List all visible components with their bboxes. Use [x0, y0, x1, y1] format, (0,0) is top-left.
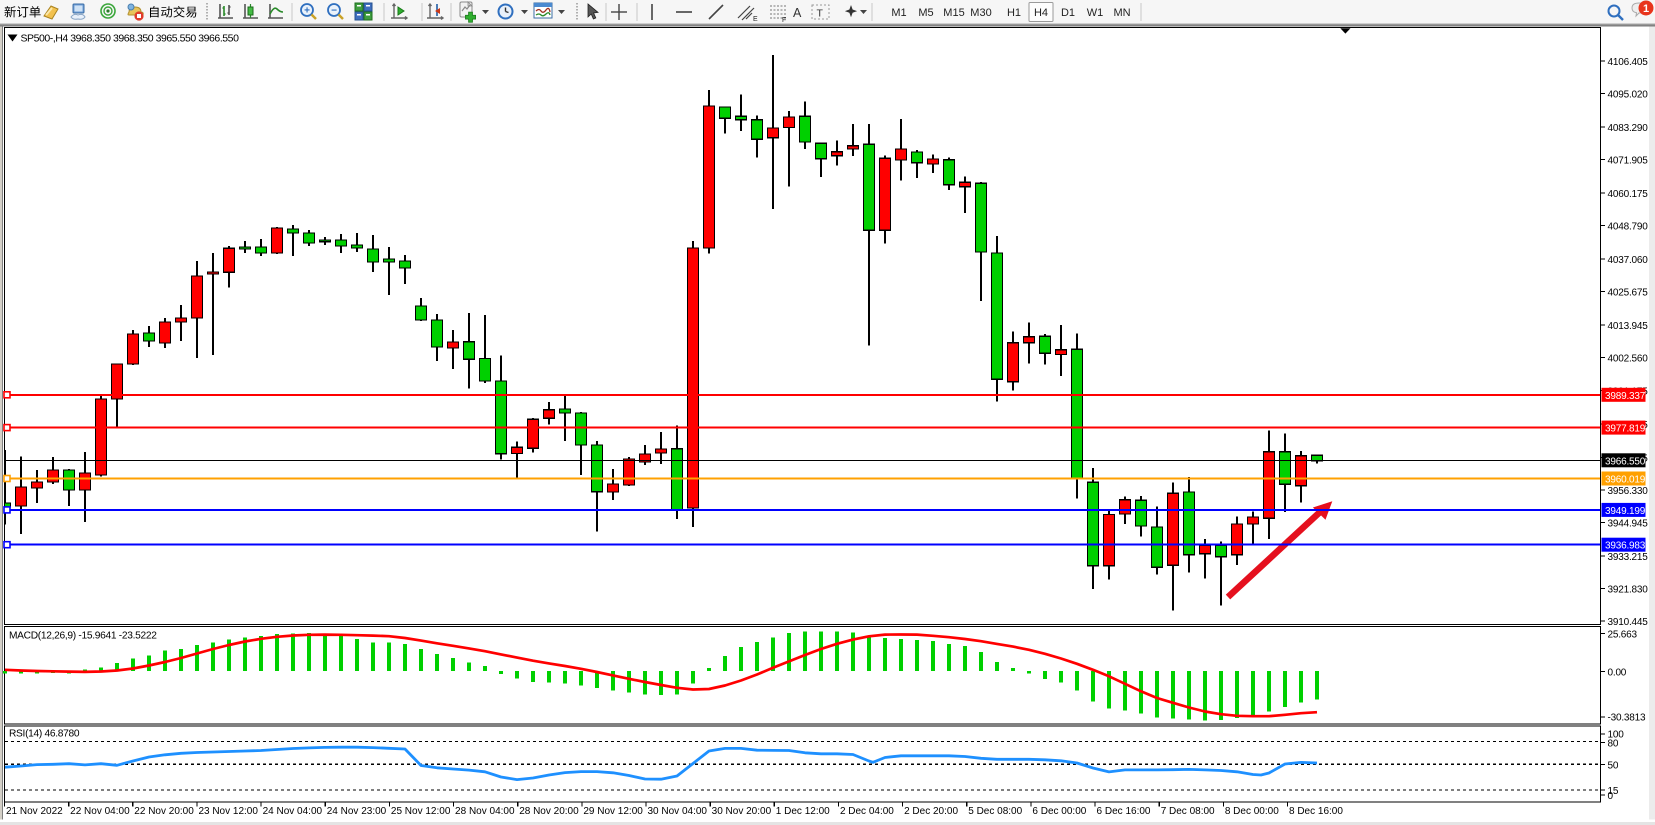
svg-text:3933.215: 3933.215	[1608, 552, 1649, 563]
svg-text:T: T	[817, 8, 824, 20]
svg-text:3949.199: 3949.199	[1605, 506, 1646, 517]
svg-text:3921.830: 3921.830	[1608, 584, 1649, 595]
svg-text:24 Nov 04:00: 24 Nov 04:00	[263, 806, 323, 817]
svg-text:22 Nov 20:00: 22 Nov 20:00	[134, 806, 194, 817]
svg-text:5 Dec 08:00: 5 Dec 08:00	[968, 806, 1022, 817]
svg-text:M1: M1	[891, 7, 906, 19]
svg-text:23 Nov 12:00: 23 Nov 12:00	[198, 806, 258, 817]
svg-text:8 Dec 00:00: 8 Dec 00:00	[1225, 806, 1279, 817]
svg-text:25 Nov 12:00: 25 Nov 12:00	[391, 806, 451, 817]
svg-text:8 Dec 16:00: 8 Dec 16:00	[1289, 806, 1343, 817]
svg-text:MACD(12,26,9) -15.9641 -23.522: MACD(12,26,9) -15.9641 -23.5222	[9, 631, 157, 642]
svg-text:RSI(14) 46.8780: RSI(14) 46.8780	[9, 729, 80, 740]
svg-text:D1: D1	[1061, 7, 1075, 19]
svg-text:F: F	[782, 17, 786, 24]
svg-text:6 Dec 16:00: 6 Dec 16:00	[1097, 806, 1151, 817]
svg-text:-30.3813: -30.3813	[1608, 713, 1647, 724]
svg-text:29 Nov 12:00: 29 Nov 12:00	[583, 806, 643, 817]
svg-text:30 Nov 20:00: 30 Nov 20:00	[712, 806, 772, 817]
svg-text:3977.819: 3977.819	[1605, 424, 1646, 435]
svg-text:3956.330: 3956.330	[1608, 486, 1649, 497]
svg-text:28 Nov 04:00: 28 Nov 04:00	[455, 806, 515, 817]
svg-text:3936.983: 3936.983	[1605, 541, 1646, 552]
svg-text:4083.290: 4083.290	[1608, 123, 1649, 134]
svg-text:3966.550: 3966.550	[1605, 456, 1646, 467]
svg-text:4060.175: 4060.175	[1608, 189, 1649, 200]
svg-text:+: +	[304, 6, 310, 17]
svg-text:28 Nov 20:00: 28 Nov 20:00	[519, 806, 579, 817]
svg-text:4106.405: 4106.405	[1608, 57, 1649, 68]
svg-text:MN: MN	[1113, 7, 1130, 19]
svg-text:25.663: 25.663	[1608, 629, 1638, 640]
svg-text:100: 100	[1608, 730, 1625, 741]
svg-text:0: 0	[1608, 791, 1614, 802]
svg-text:3944.945: 3944.945	[1608, 518, 1649, 529]
svg-text:4071.905: 4071.905	[1608, 155, 1649, 166]
svg-text:4002.560: 4002.560	[1608, 353, 1649, 364]
svg-text:E: E	[753, 16, 758, 23]
svg-text:4025.675: 4025.675	[1608, 287, 1649, 298]
svg-text:4095.020: 4095.020	[1608, 89, 1649, 100]
svg-text:22 Nov 04:00: 22 Nov 04:00	[70, 806, 130, 817]
svg-text:3960.019: 3960.019	[1605, 475, 1646, 486]
svg-text:H4: H4	[1034, 7, 1048, 19]
svg-text:4048.790: 4048.790	[1608, 221, 1649, 232]
svg-text:4013.945: 4013.945	[1608, 321, 1649, 332]
svg-text:M30: M30	[970, 7, 991, 19]
svg-text:7 Dec 08:00: 7 Dec 08:00	[1161, 806, 1215, 817]
svg-text:2 Dec 20:00: 2 Dec 20:00	[904, 806, 958, 817]
svg-text:W1: W1	[1087, 7, 1104, 19]
svg-text:M15: M15	[943, 7, 964, 19]
svg-text:24 Nov 23:00: 24 Nov 23:00	[327, 806, 387, 817]
svg-text:6 Dec 00:00: 6 Dec 00:00	[1032, 806, 1086, 817]
svg-text:SP500-,H4 3968.350 3968.350 3: SP500-,H4 3968.350 3968.350 3965.550 396…	[21, 33, 240, 45]
svg-text:3910.445: 3910.445	[1608, 617, 1649, 628]
svg-text:30 Nov 04:00: 30 Nov 04:00	[648, 806, 708, 817]
svg-text:21 Nov 2022: 21 Nov 2022	[6, 806, 63, 817]
svg-text:−: −	[331, 6, 337, 17]
svg-text:1 Dec 12:00: 1 Dec 12:00	[776, 806, 830, 817]
svg-text:A: A	[793, 6, 802, 20]
svg-text:80: 80	[1608, 738, 1619, 749]
svg-text:H1: H1	[1007, 7, 1021, 19]
svg-text:4037.060: 4037.060	[1608, 255, 1649, 266]
svg-text:3989.337: 3989.337	[1605, 391, 1646, 402]
svg-text:M5: M5	[918, 7, 933, 19]
svg-text:15: 15	[1608, 786, 1619, 797]
svg-text:0.00: 0.00	[1608, 667, 1627, 678]
svg-text:50: 50	[1608, 760, 1619, 771]
svg-text:2 Dec 04:00: 2 Dec 04:00	[840, 806, 894, 817]
svg-text:1: 1	[1643, 3, 1649, 15]
